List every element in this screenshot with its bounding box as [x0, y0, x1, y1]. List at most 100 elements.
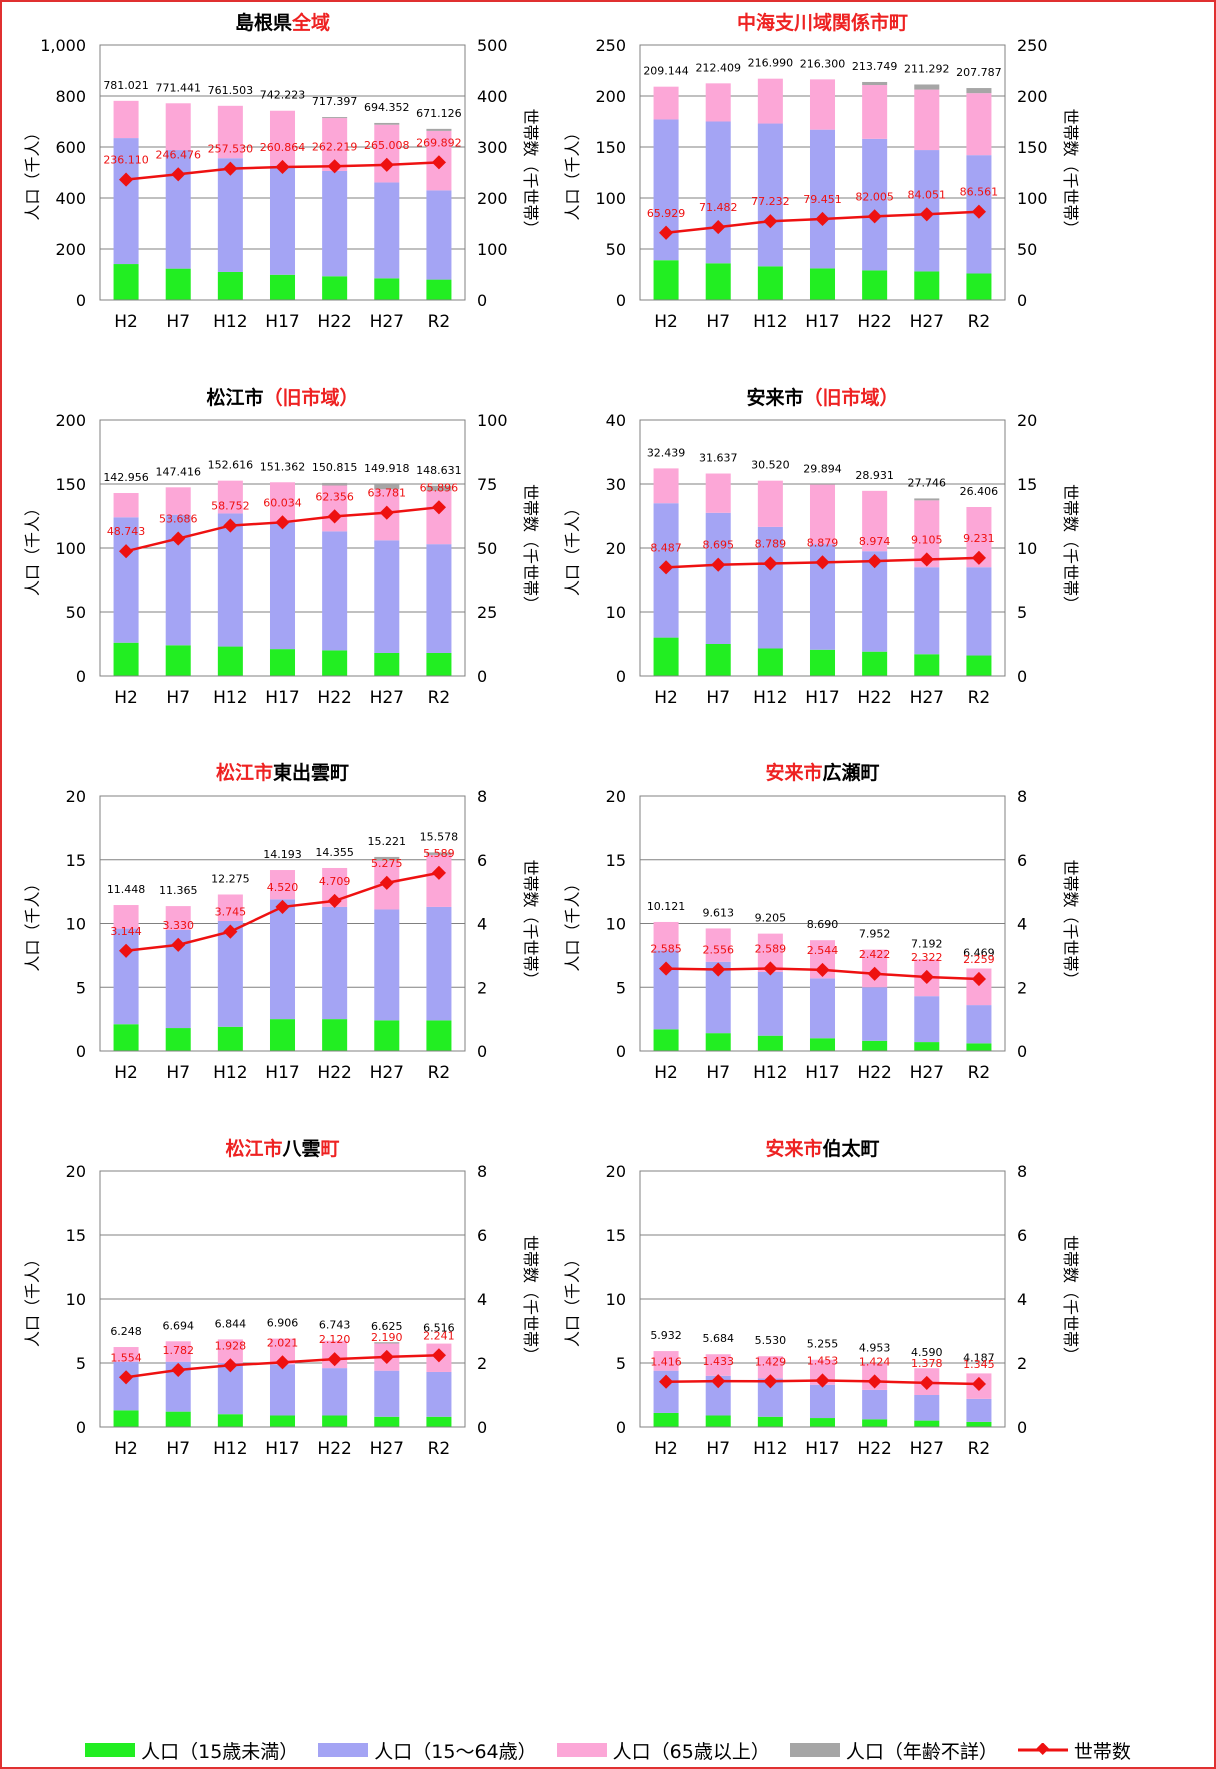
- chart6-total-label: 8.690: [807, 918, 839, 931]
- chart3-ylabel-left: 人口（千人）: [23, 500, 42, 596]
- chart5-title-part: 松江市: [216, 761, 273, 784]
- chart7-ytick-right: 0: [477, 1418, 487, 1437]
- chart6-bar-15-64: [809, 978, 836, 1039]
- chart1-bar-under15: [426, 279, 452, 300]
- chart3-bar-15-64: [374, 540, 400, 653]
- chart1-total-label: 694.352: [364, 101, 410, 114]
- chart3-households-point: [275, 515, 290, 530]
- chart7-bar-65-plus: [165, 1341, 191, 1362]
- chart4-total-label: 26.406: [960, 485, 999, 498]
- chart4-ytick-right: 10: [1017, 539, 1037, 558]
- chart1-ytick-right: 400: [477, 87, 508, 106]
- chart2-ytick-left: 0: [616, 291, 626, 310]
- chart2-bar-under15: [914, 271, 940, 300]
- chart7-bar-under15: [374, 1416, 400, 1427]
- chart8-bar-65-plus: [653, 1351, 679, 1371]
- chart4-households-point: [867, 554, 882, 569]
- chart1-total-label: 781.021: [103, 79, 149, 92]
- chart3-bar-age-unknown: [322, 482, 348, 486]
- chart1-households-label: 236.110: [103, 154, 149, 167]
- chart5-ytick-right: 2: [477, 978, 487, 997]
- chart2-ylabel-right: 世帯数（千世帯）: [1061, 108, 1080, 236]
- chart8-xtick: H17: [805, 1439, 839, 1459]
- chart2-xtick: R2: [968, 312, 991, 332]
- chart5-bar-15-64: [113, 928, 139, 1025]
- chart5-ylabel-left: 人口（千人）: [23, 875, 42, 971]
- chart7-xtick: H27: [370, 1439, 404, 1459]
- chart5-bar-15-64: [322, 906, 348, 1020]
- chart8-ytick-right: 6: [1017, 1226, 1027, 1245]
- chart1-bar-65-plus: [269, 110, 296, 166]
- chart2-bar-65-plus: [757, 78, 783, 124]
- legend-swatch-households: [1017, 1743, 1068, 1755]
- chart1-ytick-left: 1,000: [40, 36, 86, 55]
- chart6-bar-under15: [914, 1042, 940, 1051]
- chart7-ytick-right: 8: [477, 1162, 487, 1181]
- chart3-bar-age-unknown: [426, 485, 452, 491]
- chart7-title-part: 町: [321, 1138, 340, 1160]
- chart1-ytick-right: 0: [477, 291, 487, 310]
- chart8-households-point: [919, 1375, 934, 1390]
- chart8-bar-under15: [809, 1418, 836, 1427]
- chart7-households-label: 1.554: [110, 1351, 142, 1364]
- chart1-bar-age-unknown: [426, 128, 452, 131]
- chart4-ytick-left: 40: [606, 411, 626, 430]
- chart1-ytick-left: 200: [55, 240, 86, 259]
- chart7-bar-15-64: [426, 1371, 452, 1417]
- chart5-title-part: 東出雲町: [273, 761, 349, 784]
- chart4-households-label: 8.879: [807, 536, 839, 549]
- chart6-households-label: 2.585: [650, 943, 682, 956]
- chart7-title-part: 松江市: [225, 1137, 282, 1160]
- chart8-households-label: 1.424: [859, 1355, 891, 1368]
- chart1-households-label: 262.219: [312, 140, 358, 153]
- chart3-bar-15-64: [322, 531, 348, 651]
- chart5-xtick: H17: [265, 1063, 299, 1083]
- chart4-households-label: 8.695: [702, 539, 734, 552]
- chart4-total-label: 31.637: [699, 452, 738, 465]
- chart1-bar-under15: [113, 264, 139, 300]
- chart3-total-label: 152.616: [208, 459, 254, 472]
- chart8-households-label: 1.345: [963, 1358, 995, 1371]
- chart2-households-label: 82.005: [855, 190, 894, 203]
- legend-label-households: 世帯数: [1073, 1740, 1131, 1763]
- chart8-bar-65-plus: [757, 1356, 783, 1379]
- chart5-households-label: 3.330: [162, 919, 194, 932]
- chart7-xtick: R2: [428, 1439, 451, 1459]
- chart2-bar-65-plus: [653, 86, 679, 120]
- chart3-bar-15-64: [269, 522, 296, 650]
- chart7-ytick-left: 10: [66, 1290, 86, 1309]
- chart3-bar-65-plus: [165, 487, 191, 515]
- chart3-bar-under15: [165, 645, 191, 676]
- chart7-title-part: 八雲: [282, 1138, 320, 1160]
- chart6-households-point: [867, 966, 882, 981]
- chart5-bar-15-64: [269, 899, 296, 1020]
- chart5-xtick: H2: [114, 1063, 138, 1083]
- chart7-bar-under15: [269, 1415, 296, 1427]
- chart2-total-label: 212.409: [695, 61, 741, 74]
- chart3-ytick-left: 100: [55, 539, 86, 558]
- chart8-households-label: 1.429: [755, 1355, 787, 1368]
- chart7-ytick-right: 6: [477, 1226, 487, 1245]
- chart8-ytick-right: 2: [1017, 1354, 1027, 1373]
- chart4-bar-under15: [914, 654, 940, 676]
- chart6-total-label: 7.192: [911, 937, 943, 950]
- legend-swatch-under15: [85, 1743, 136, 1757]
- chart1-xtick: R2: [428, 312, 451, 332]
- chart6-xtick: R2: [968, 1063, 991, 1083]
- chart7-total-label: 6.248: [110, 1325, 142, 1338]
- chart8-bar-15-64: [809, 1384, 836, 1419]
- legend-label-under15: 人口（15歳未満）: [141, 1740, 299, 1763]
- chart5-bar-under15: [269, 1019, 296, 1051]
- chart6-households-point: [815, 962, 830, 977]
- chart4-xtick: H2: [654, 688, 678, 708]
- chart4-ytick-right: 5: [1017, 603, 1027, 622]
- chart2-ylabel-left: 人口（千人）: [563, 124, 582, 220]
- chart1-households-label: 269.892: [416, 136, 462, 149]
- chart7-total-label: 6.694: [162, 1319, 194, 1332]
- chart2-xtick: H22: [857, 312, 891, 332]
- chart7-bar-15-64: [269, 1364, 296, 1416]
- chart7-households-point: [171, 1362, 186, 1378]
- chart8-xtick: H12: [753, 1439, 787, 1459]
- chart1-households-point: [171, 167, 186, 182]
